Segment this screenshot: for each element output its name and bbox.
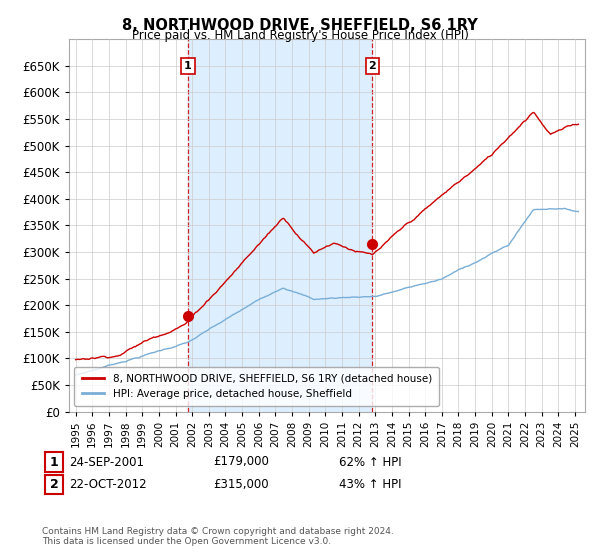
Text: £315,000: £315,000 bbox=[213, 478, 269, 491]
Text: Contains HM Land Registry data © Crown copyright and database right 2024.
This d: Contains HM Land Registry data © Crown c… bbox=[42, 526, 394, 546]
Text: 1: 1 bbox=[184, 61, 192, 71]
Text: 43% ↑ HPI: 43% ↑ HPI bbox=[339, 478, 401, 491]
Text: £179,000: £179,000 bbox=[213, 455, 269, 469]
Text: 62% ↑ HPI: 62% ↑ HPI bbox=[339, 455, 401, 469]
Text: 1: 1 bbox=[50, 455, 58, 469]
Text: 2: 2 bbox=[368, 61, 376, 71]
Text: 24-SEP-2001: 24-SEP-2001 bbox=[69, 455, 144, 469]
Bar bbox=[188, 39, 373, 412]
Text: 22-OCT-2012: 22-OCT-2012 bbox=[69, 478, 146, 491]
Legend: 8, NORTHWOOD DRIVE, SHEFFIELD, S6 1RY (detached house), HPI: Average price, deta: 8, NORTHWOOD DRIVE, SHEFFIELD, S6 1RY (d… bbox=[74, 367, 439, 407]
Text: 2: 2 bbox=[50, 478, 58, 492]
Text: 8, NORTHWOOD DRIVE, SHEFFIELD, S6 1RY: 8, NORTHWOOD DRIVE, SHEFFIELD, S6 1RY bbox=[122, 18, 478, 33]
Text: Price paid vs. HM Land Registry's House Price Index (HPI): Price paid vs. HM Land Registry's House … bbox=[131, 29, 469, 42]
